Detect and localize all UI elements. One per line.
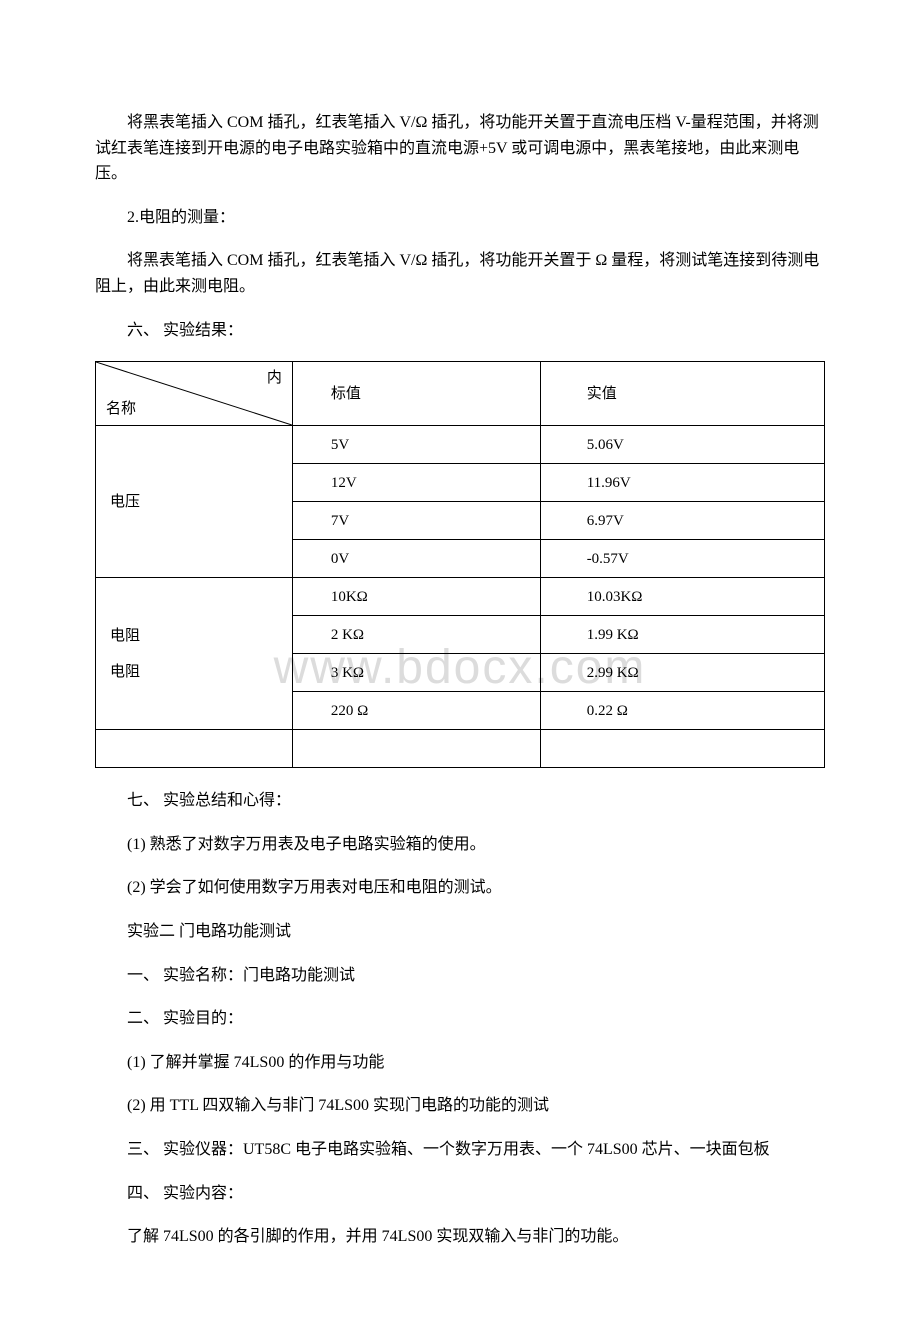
- table-cell: 3 KΩ: [292, 654, 540, 692]
- table-cell: 220 Ω: [292, 692, 540, 730]
- table-cell: 5V: [292, 426, 540, 464]
- results-table: 内 名称 标值 实值 电压 5V 5.06V 12V 11.96V 7V 6.9…: [95, 361, 825, 768]
- table-cell: 0V: [292, 540, 540, 578]
- group-label: 电阻: [110, 664, 140, 680]
- paragraph: 将黑表笔插入 COM 插孔，红表笔插入 V/Ω 插孔，将功能开关置于直流电压档 …: [95, 110, 825, 187]
- group-label: 电阻: [110, 628, 140, 644]
- table-header: 标值: [292, 362, 540, 426]
- table-cell: 2.99 KΩ: [540, 654, 824, 692]
- table-cell: 12V: [292, 464, 540, 502]
- section-heading: 七、 实验总结和心得：: [95, 788, 825, 814]
- paragraph: 三、 实验仪器：UT58C 电子电路实验箱、一个数字万用表、一个 74LS00 …: [95, 1137, 825, 1163]
- page-content: 将黑表笔插入 COM 插孔，红表笔插入 V/Ω 插孔，将功能开关置于直流电压档 …: [95, 110, 825, 1250]
- paragraph: 实验二 门电路功能测试: [95, 919, 825, 945]
- table-cell: [540, 730, 824, 768]
- table-cell: 0.22 Ω: [540, 692, 824, 730]
- table-cell: 7V: [292, 502, 540, 540]
- group-label-cell: 电阻 电阻: [96, 578, 293, 730]
- table-cell: -0.57V: [540, 540, 824, 578]
- paragraph: (1) 熟悉了对数字万用表及电子电路实验箱的使用。: [95, 832, 825, 858]
- table-cell: 5.06V: [540, 426, 824, 464]
- section-heading: 六、 实验结果：: [95, 318, 825, 344]
- table-cell: 2 KΩ: [292, 616, 540, 654]
- diag-bottom-label: 名称: [106, 397, 136, 421]
- table-cell: [96, 730, 293, 768]
- paragraph: (2) 用 TTL 四双输入与非门 74LS00 实现门电路的功能的测试: [95, 1093, 825, 1119]
- section-heading: 一、 实验名称：门电路功能测试: [95, 963, 825, 989]
- paragraph: (1) 了解并掌握 74LS00 的作用与功能: [95, 1050, 825, 1076]
- table-cell: 6.97V: [540, 502, 824, 540]
- paragraph: 2.电阻的测量：: [95, 205, 825, 231]
- paragraph: (2) 学会了如何使用数字万用表对电压和电阻的测试。: [95, 875, 825, 901]
- table-cell: 1.99 KΩ: [540, 616, 824, 654]
- paragraph: 将黑表笔插入 COM 插孔，红表笔插入 V/Ω 插孔，将功能开关置于 Ω 量程，…: [95, 248, 825, 299]
- diagonal-header-cell: 内 名称: [96, 362, 293, 426]
- diag-top-label: 内: [267, 366, 282, 390]
- section-heading: 二、 实验目的：: [95, 1006, 825, 1032]
- section-heading: 四、 实验内容：: [95, 1181, 825, 1207]
- group-label-cell: 电压: [96, 426, 293, 578]
- paragraph: 了解 74LS00 的各引脚的作用，并用 74LS00 实现双输入与非门的功能。: [95, 1224, 825, 1250]
- table-cell: [292, 730, 540, 768]
- table-cell: 10.03KΩ: [540, 578, 824, 616]
- table-cell: 11.96V: [540, 464, 824, 502]
- table-header: 实值: [540, 362, 824, 426]
- table-cell: 10KΩ: [292, 578, 540, 616]
